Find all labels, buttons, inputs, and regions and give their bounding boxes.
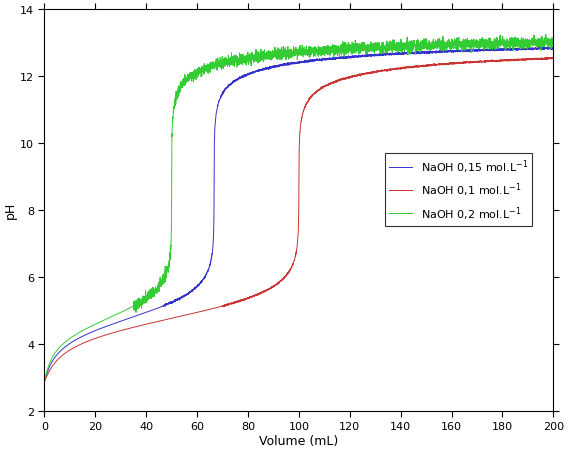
NaOH 0,2 mol.L$^{-1}$ [41, 378, 48, 384]
NaOH 0,15 mol.L$^{-1}$ [346, 55, 353, 60]
Legend: NaOH 0,15 mol.L$^{-1}$, NaOH 0,1 mol.L$^{-1}$, NaOH 0,2 mol.L$^{-1}$: NaOH 0,15 mol.L$^{-1}$, NaOH 0,1 mol.L$^… [385, 154, 532, 226]
NaOH 0,2 mol.L$^{-1}$ [372, 45, 379, 50]
NaOH 0,1 mol.L$^{-1}$ [421, 64, 428, 69]
Line: NaOH 0,15 mol.L$^{-1}$: NaOH 0,15 mol.L$^{-1}$ [44, 48, 553, 381]
Line: NaOH 0,1 mol.L$^{-1}$: NaOH 0,1 mol.L$^{-1}$ [44, 58, 553, 381]
NaOH 0,15 mol.L$^{-1}$ [460, 49, 466, 55]
NaOH 0,1 mol.L$^{-1}$ [133, 324, 140, 329]
NaOH 0,1 mol.L$^{-1}$ [544, 55, 550, 61]
NaOH 0,1 mol.L$^{-1}$ [346, 76, 353, 81]
NaOH 0,1 mol.L$^{-1}$ [372, 70, 379, 76]
NaOH 0,15 mol.L$^{-1}$ [550, 46, 557, 52]
NaOH 0,2 mol.L$^{-1}$ [236, 58, 243, 64]
NaOH 0,1 mol.L$^{-1}$ [236, 299, 243, 304]
NaOH 0,2 mol.L$^{-1}$ [460, 41, 466, 47]
NaOH 0,2 mol.L$^{-1}$ [550, 38, 557, 44]
NaOH 0,15 mol.L$^{-1}$ [133, 313, 140, 319]
NaOH 0,2 mol.L$^{-1}$ [542, 32, 549, 38]
NaOH 0,2 mol.L$^{-1}$ [346, 47, 353, 52]
NaOH 0,15 mol.L$^{-1}$ [236, 76, 243, 81]
NaOH 0,15 mol.L$^{-1}$ [372, 53, 379, 58]
NaOH 0,15 mol.L$^{-1}$ [536, 46, 543, 51]
Y-axis label: pH: pH [4, 202, 17, 219]
NaOH 0,1 mol.L$^{-1}$ [550, 57, 557, 63]
NaOH 0,2 mol.L$^{-1}$ [133, 304, 140, 310]
NaOH 0,1 mol.L$^{-1}$ [41, 378, 48, 384]
NaOH 0,15 mol.L$^{-1}$ [41, 378, 48, 384]
NaOH 0,1 mol.L$^{-1}$ [460, 61, 466, 67]
Line: NaOH 0,2 mol.L$^{-1}$: NaOH 0,2 mol.L$^{-1}$ [44, 35, 553, 381]
NaOH 0,2 mol.L$^{-1}$ [421, 41, 428, 47]
X-axis label: Volume (mL): Volume (mL) [259, 434, 339, 447]
NaOH 0,15 mol.L$^{-1}$ [421, 51, 428, 56]
